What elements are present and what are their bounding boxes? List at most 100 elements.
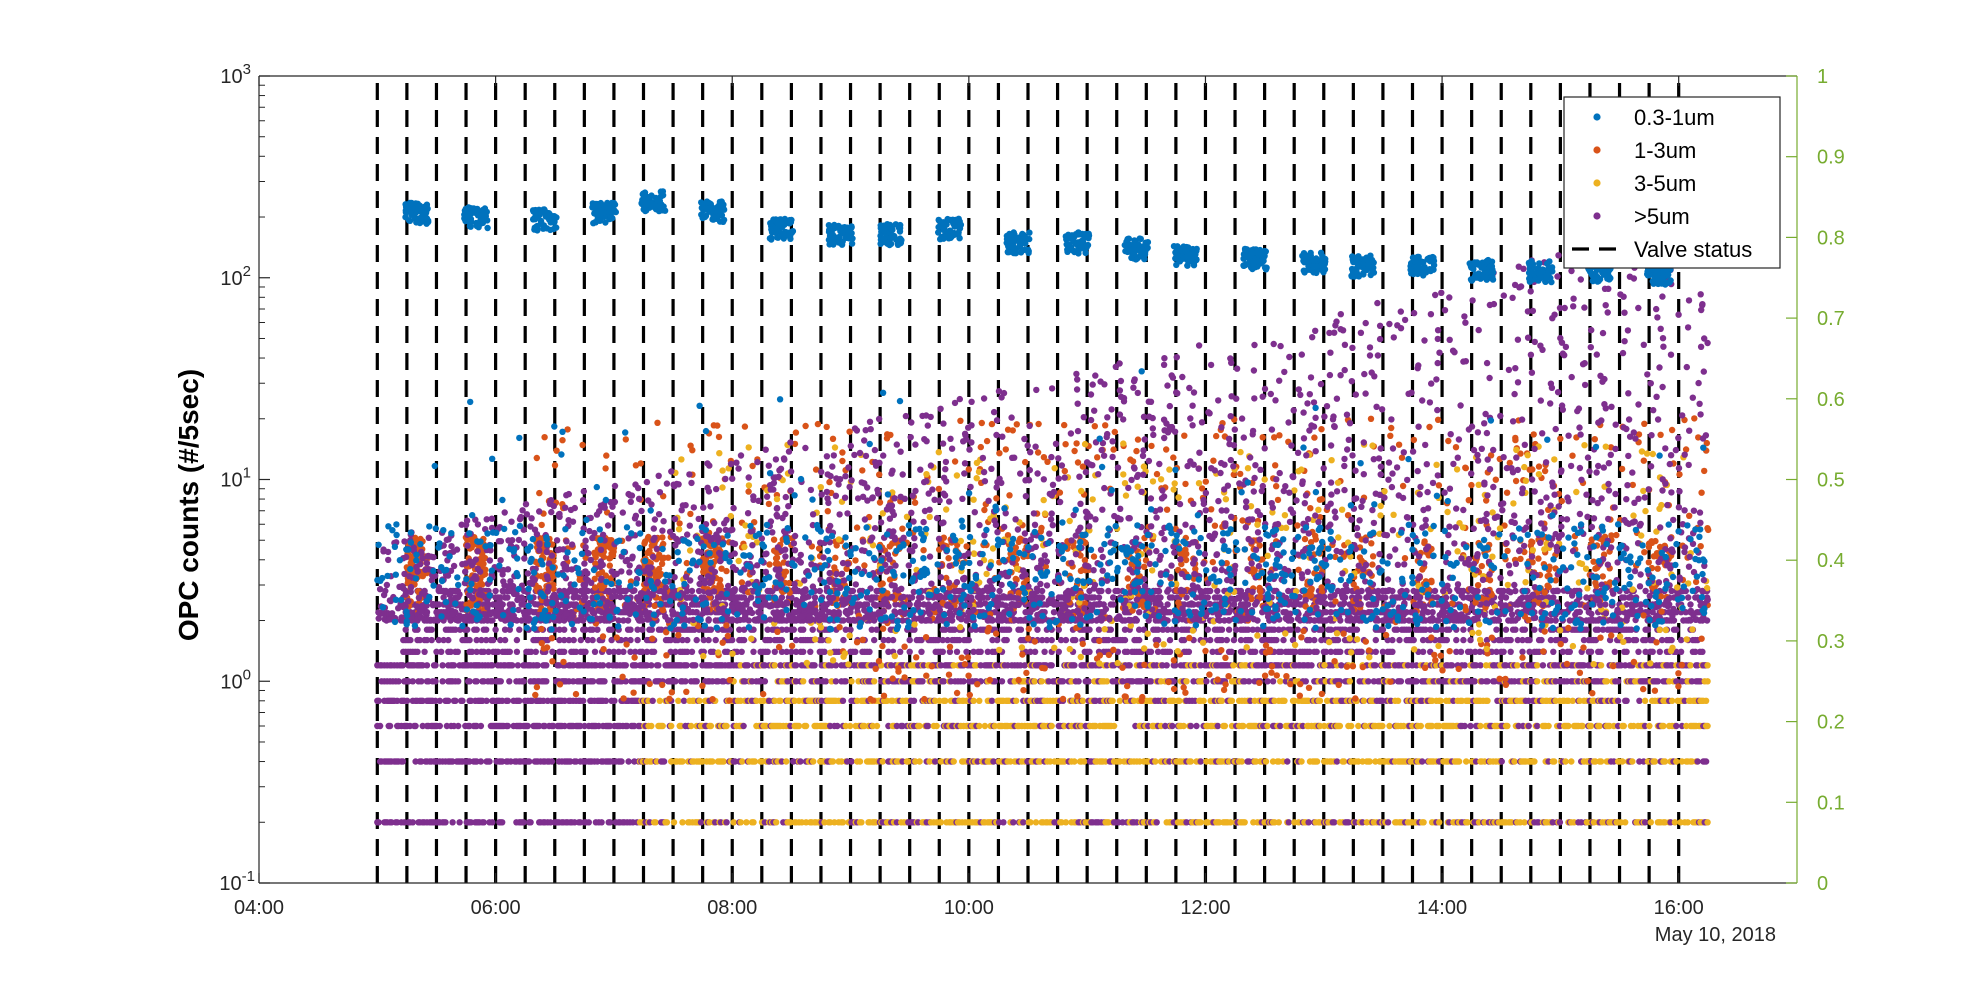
point-5um: [1397, 678, 1405, 685]
point-5um: [740, 722, 747, 730]
point-5um: [688, 648, 696, 655]
point-5um: [705, 636, 712, 644]
point-3-5um: [720, 758, 727, 765]
point-5um: [1059, 678, 1067, 685]
point-5um: [618, 758, 625, 765]
point-5um: [1694, 758, 1701, 765]
point-3-5um: [937, 819, 945, 826]
point-5um: [1372, 636, 1380, 644]
point-3-5um: [856, 758, 864, 765]
point-5um: [797, 758, 804, 765]
point-5um: [1098, 587, 1105, 595]
point-5um: [1635, 648, 1642, 655]
point-5um: [1429, 609, 1436, 616]
point-5um: [1010, 819, 1017, 826]
point-3-5um: [1228, 697, 1236, 704]
point-5um: [1072, 636, 1079, 644]
point-5um: [832, 678, 840, 685]
point-3-5um: [1565, 722, 1572, 730]
point-5um: [1384, 819, 1392, 826]
point-5um: [688, 587, 696, 595]
point-5um: [516, 697, 523, 704]
point-3-5um: [1647, 819, 1655, 826]
point-5um: [1273, 636, 1280, 644]
point-3-5um: [1062, 819, 1070, 826]
point-3-5um: [1579, 722, 1586, 730]
point-5um: [684, 636, 691, 644]
point-5um: [504, 697, 512, 704]
point-3-5um: [777, 697, 784, 704]
point-5um: [994, 636, 1001, 644]
point-5um: [520, 678, 527, 685]
point-3-5um: [800, 678, 807, 685]
point-5um: [1632, 636, 1640, 644]
point-5um: [908, 594, 916, 601]
point-5um: [1311, 636, 1318, 644]
point-5um: [1358, 648, 1365, 655]
point-5um: [1353, 626, 1361, 633]
point-5um: [1017, 626, 1025, 633]
point-5um: [1419, 758, 1426, 765]
point-3-5um: [1346, 678, 1354, 685]
point-3-5um: [1277, 678, 1284, 685]
point-5um: [655, 662, 662, 669]
point-5um: [1214, 587, 1221, 595]
point-3-5um: [846, 722, 854, 730]
point-5um: [764, 648, 771, 655]
point-5um: [1302, 678, 1310, 685]
point-5um: [606, 819, 614, 826]
point-3-5um: [1109, 697, 1116, 704]
point-5um: [1460, 626, 1467, 633]
point-5um: [499, 819, 506, 826]
point-5um: [602, 697, 610, 704]
point-5um: [407, 636, 414, 644]
point-5um: [543, 662, 550, 669]
point-5um: [589, 636, 596, 644]
point-5um: [639, 626, 646, 633]
point-5um: [376, 722, 384, 730]
point-3-5um: [737, 819, 744, 826]
point-3-5um: [750, 819, 757, 826]
point-5um: [549, 648, 556, 655]
point-5um: [455, 722, 462, 730]
point-5um: [906, 636, 913, 644]
point-5um: [513, 636, 521, 644]
point-5um: [570, 636, 577, 644]
point-5um: [527, 819, 534, 826]
point-3-5um: [829, 758, 837, 765]
point-3-5um: [1103, 678, 1111, 685]
point-3-5um: [1534, 678, 1541, 685]
point-3-5um: [1340, 758, 1348, 765]
point-3-5um: [1687, 662, 1694, 669]
point-3-5um: [1200, 697, 1207, 704]
point-5um: [1614, 697, 1622, 704]
point-5um: [1269, 678, 1277, 685]
point-5um: [520, 819, 527, 826]
point-5um: [1587, 648, 1595, 655]
point-5um: [599, 662, 607, 669]
point-3-5um: [1152, 758, 1159, 765]
point-5um: [1538, 636, 1545, 644]
point-3-5um: [1568, 758, 1575, 765]
point-5um: [570, 626, 577, 633]
point-3-5um: [1183, 678, 1190, 685]
point-5um: [452, 697, 459, 704]
point-5um: [1166, 636, 1174, 644]
point-5um: [1566, 648, 1574, 655]
point-5um: [1636, 697, 1643, 704]
point-5um: [449, 819, 456, 826]
point-5um: [601, 678, 608, 685]
point-5um: [1611, 648, 1619, 655]
point-3-5um: [1013, 697, 1020, 704]
point-5um: [1531, 626, 1538, 633]
point-3-5um: [679, 758, 686, 765]
point-5um: [1085, 678, 1092, 685]
point-5um: [1461, 662, 1469, 669]
point-5um: [1086, 648, 1093, 655]
point-3-5um: [1336, 722, 1344, 730]
point-3-5um: [1355, 722, 1362, 730]
point-5um: [1218, 626, 1226, 633]
point-5um: [1337, 648, 1344, 655]
point-5um: [490, 636, 497, 644]
